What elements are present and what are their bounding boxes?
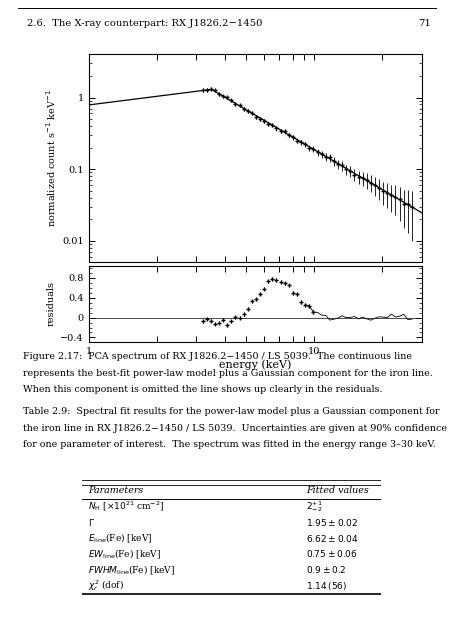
Text: 71: 71 [419, 19, 431, 29]
Text: 2.6.  The X-ray counterpart: RX J1826.2−1450: 2.6. The X-ray counterpart: RX J1826.2−1… [27, 19, 263, 29]
Text: When this component is omitted the line shows up clearly in the residuals.: When this component is omitted the line … [23, 385, 382, 394]
Text: the iron line in RX J1826.2−1450 / LS 5039.  Uncertainties are given at 90% conf: the iron line in RX J1826.2−1450 / LS 50… [23, 424, 447, 433]
Text: $EW_{\mathrm{line}}$(Fe) [keV]: $EW_{\mathrm{line}}$(Fe) [keV] [88, 547, 161, 561]
Text: $FWHM_{\mathrm{line}}$(Fe) [keV]: $FWHM_{\mathrm{line}}$(Fe) [keV] [88, 563, 175, 577]
Text: for one parameter of interest.  The spectrum was fitted in the energy range 3–30: for one parameter of interest. The spect… [23, 440, 435, 449]
Text: $N_{\mathrm{H}}$ [$\times10^{21}$ cm$^{-2}$]: $N_{\mathrm{H}}$ [$\times10^{21}$ cm$^{-… [88, 500, 164, 513]
Text: Fitted values: Fitted values [306, 486, 369, 495]
Text: $\chi^2_r$ (dof): $\chi^2_r$ (dof) [88, 578, 124, 593]
X-axis label: energy (keV): energy (keV) [219, 359, 291, 370]
Text: Figure 2.17:  PCA spectrum of RX J1826.2−1450 / LS 5039.  The continuous line: Figure 2.17: PCA spectrum of RX J1826.2−… [23, 353, 412, 362]
Text: $0.75 \pm 0.06$: $0.75 \pm 0.06$ [306, 548, 358, 559]
Text: $6.62 \pm 0.04$: $6.62 \pm 0.04$ [306, 532, 359, 543]
Text: $\Gamma$: $\Gamma$ [88, 517, 94, 528]
Text: $2^{+1}_{-2}$: $2^{+1}_{-2}$ [306, 499, 323, 514]
Text: represents the best-fit power-law model plus a Gaussian component for the iron l: represents the best-fit power-law model … [23, 369, 433, 378]
Text: Table 2.9:  Spectral fit results for the power-law model plus a Gaussian compone: Table 2.9: Spectral fit results for the … [23, 408, 439, 417]
Text: $0.9 \pm 0.2$: $0.9 \pm 0.2$ [306, 564, 347, 575]
Text: Parameters: Parameters [88, 486, 143, 495]
Y-axis label: normalized count s$^{-1}$ keV$^{-1}$: normalized count s$^{-1}$ keV$^{-1}$ [44, 90, 58, 227]
Text: $1.95 \pm 0.02$: $1.95 \pm 0.02$ [306, 517, 359, 528]
Text: $E_{\mathrm{line}}$(Fe) [keV]: $E_{\mathrm{line}}$(Fe) [keV] [88, 531, 152, 545]
Y-axis label: residuals: residuals [47, 282, 56, 326]
Text: $1.14\,(56)$: $1.14\,(56)$ [306, 580, 348, 591]
